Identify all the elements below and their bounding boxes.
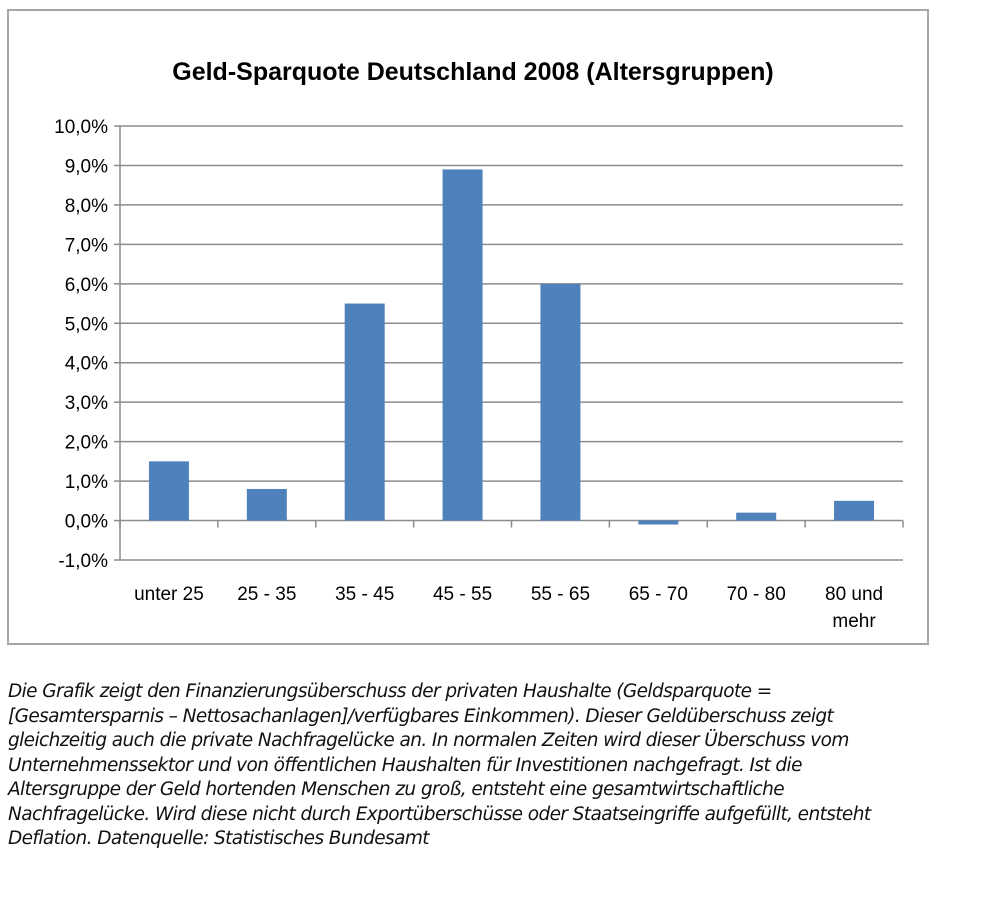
- caption-line: Deflation. Datenquelle: Statistisches Bu…: [8, 828, 430, 849]
- bar: [834, 500, 875, 521]
- y-tick-label: 0,0%: [65, 512, 108, 533]
- x-tick-label: unter 25: [134, 584, 204, 605]
- bar: [736, 512, 777, 521]
- bar: [246, 488, 287, 521]
- caption: Die Grafik zeigt den Finanzierungsübersc…: [8, 680, 1003, 852]
- y-tick-label: 8,0%: [65, 196, 108, 217]
- x-tick-label: 25 - 35: [237, 584, 296, 605]
- bar-chart: Geld-Sparquote Deutschland 2008 (Altersg…: [54, 58, 904, 632]
- y-tick-label: 1,0%: [65, 472, 108, 493]
- y-tick-label: 5,0%: [65, 314, 108, 335]
- x-tick-label: 45 - 55: [433, 584, 492, 605]
- caption-line: gleichzeitig auch die private Nachfragel…: [8, 730, 849, 751]
- y-tick-label: -1,0%: [58, 551, 108, 572]
- y-tick-label: 3,0%: [65, 393, 108, 414]
- x-tick-label: mehr: [832, 611, 876, 632]
- y-tick-label: 9,0%: [65, 156, 108, 177]
- y-tick-label: 2,0%: [65, 433, 108, 454]
- y-tick-label: 10,0%: [54, 117, 108, 138]
- bar: [148, 461, 189, 521]
- caption-line: Altersgruppe der Geld hortenden Menschen…: [8, 779, 785, 800]
- y-tick-label: 4,0%: [65, 354, 108, 375]
- caption-line: Nachfragelücke. Wird diese nicht durch E…: [8, 803, 871, 825]
- caption-line: Die Grafik zeigt den Finanzierungsübersc…: [8, 681, 772, 702]
- y-tick-label: 7,0%: [65, 235, 108, 256]
- bar: [540, 283, 581, 521]
- bar: [638, 520, 679, 525]
- x-tick-label: 65 - 70: [629, 584, 688, 605]
- caption-line: [Gesamtersparnis – Nettosachanlagen]/ver…: [8, 705, 834, 727]
- bar: [442, 169, 483, 521]
- chart-title: Geld-Sparquote Deutschland 2008 (Altersg…: [172, 58, 774, 86]
- x-tick-label: 35 - 45: [335, 584, 394, 605]
- y-tick-label: 6,0%: [65, 275, 108, 296]
- x-tick-label: 55 - 65: [531, 584, 590, 605]
- x-tick-label: 70 - 80: [727, 584, 786, 605]
- caption-line: Unternehmenssektor und von öffentlichen …: [8, 754, 802, 776]
- bar: [344, 303, 385, 521]
- x-tick-label: 80 und: [825, 584, 883, 605]
